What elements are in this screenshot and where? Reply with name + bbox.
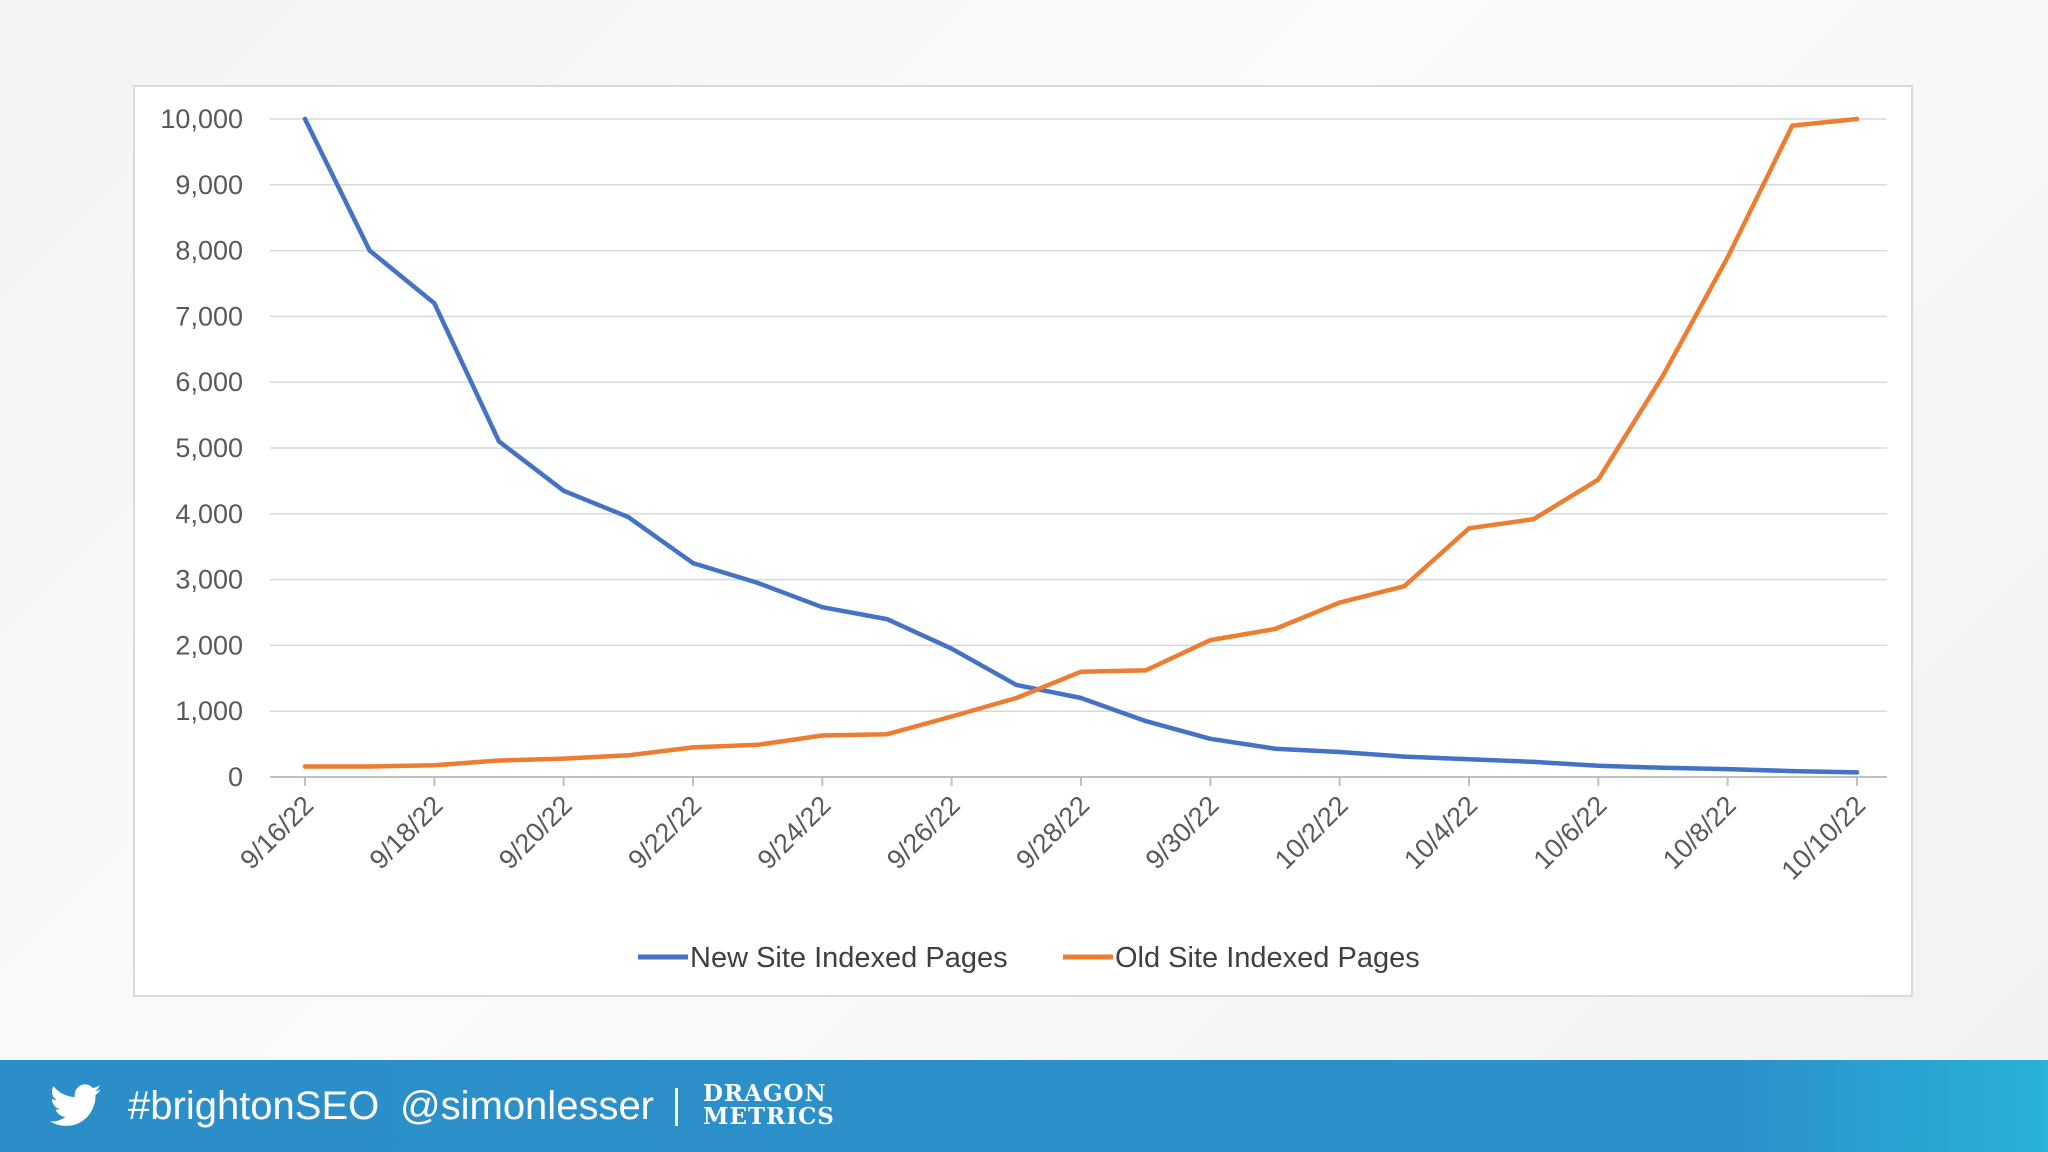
data-point <box>496 439 502 444</box>
data-point <box>1660 373 1666 378</box>
data-point <box>367 764 372 769</box>
x-tick-label: 9/26/22 <box>881 790 966 875</box>
footer-bar: #brightonSEO @simonlesser DRAGON METRICS <box>0 1060 2048 1152</box>
x-tick-label: 10/2/22 <box>1269 790 1354 875</box>
logo-line-2: METRICS <box>703 1103 835 1130</box>
chart-card: 0 1,000 2,000 3,000 4,000 5,000 6,000 7,000 8,00… <box>133 85 1913 997</box>
x-tick-label: 10/6/22 <box>1528 790 1613 875</box>
twitter-handle[interactable]: @simonlesser <box>400 1084 655 1128</box>
data-point <box>1272 626 1278 632</box>
data-point <box>1790 123 1795 128</box>
y-tick-label: 8,000 <box>175 236 243 266</box>
data-point <box>367 248 372 253</box>
y-tick-label: 4,000 <box>175 499 243 529</box>
data-point <box>1466 526 1472 531</box>
y-tick-label: 0 <box>228 762 243 792</box>
data-point <box>1078 669 1084 674</box>
data-point <box>1790 768 1795 774</box>
data-point <box>432 762 437 768</box>
data-point <box>1014 695 1019 701</box>
data-point <box>1272 746 1278 751</box>
data-point <box>1143 668 1148 673</box>
y-tick-label: 10,000 <box>160 104 243 134</box>
x-tick-label: 9/22/22 <box>622 790 707 875</box>
data-point <box>755 742 760 747</box>
twitter-bird-icon[interactable] <box>50 1084 102 1128</box>
x-tick-label: 9/16/22 <box>234 790 319 875</box>
data-point <box>561 488 566 493</box>
legend-label: Old Site Indexed Pages <box>1115 942 1420 974</box>
data-point <box>949 646 954 651</box>
y-tick-label: 3,000 <box>175 565 243 595</box>
data-point <box>755 580 760 586</box>
data-point <box>1531 516 1536 522</box>
data-point <box>1531 759 1536 765</box>
data-point <box>1466 757 1472 762</box>
footer-divider <box>675 1088 678 1126</box>
data-point <box>626 753 631 758</box>
y-tick-label: 7,000 <box>175 301 243 331</box>
data-point <box>302 764 308 769</box>
line-chart: 0 1,000 2,000 3,000 4,000 5,000 6,000 7,000 8,00… <box>160 104 1887 974</box>
x-tick-label: 9/24/22 <box>752 790 837 875</box>
data-point <box>1078 695 1084 701</box>
x-tick-label: 9/18/22 <box>364 790 449 875</box>
data-point <box>1854 116 1860 122</box>
x-tick-label: 9/20/22 <box>493 790 578 875</box>
hashtag-text: #brightonSEO <box>128 1084 380 1128</box>
data-point <box>1402 754 1407 759</box>
data-point <box>561 756 566 761</box>
y-tick-label: 6,000 <box>175 367 243 397</box>
data-point <box>884 616 890 622</box>
y-tick-label: 5,000 <box>175 433 243 463</box>
data-point <box>1143 718 1148 724</box>
data-point <box>1596 477 1601 482</box>
y-tick-label: 2,000 <box>175 630 243 660</box>
y-tick-label: 1,000 <box>175 696 243 726</box>
x-tick-label: 9/30/22 <box>1140 790 1225 875</box>
data-point <box>302 116 308 122</box>
x-tick-label: 10/10/22 <box>1776 790 1872 886</box>
data-point <box>496 758 502 763</box>
data-point <box>1725 766 1730 772</box>
data-point <box>1208 736 1213 742</box>
data-point <box>1660 765 1666 770</box>
y-tick-label: 9,000 <box>175 170 243 200</box>
series-line-old-site <box>302 116 1860 769</box>
data-point <box>884 732 890 737</box>
data-point <box>1854 770 1860 775</box>
data-point <box>1337 600 1342 605</box>
legend-label: New Site Indexed Pages <box>690 942 1008 974</box>
x-tick-label: 10/8/22 <box>1657 790 1742 875</box>
data-point <box>1208 637 1213 643</box>
data-point <box>1725 254 1730 260</box>
data-point <box>1014 682 1019 688</box>
x-tick-label: 9/28/22 <box>1010 790 1095 875</box>
data-point <box>690 745 696 750</box>
data-point <box>820 605 825 610</box>
data-point <box>1402 583 1407 589</box>
series-line-new-site <box>302 116 1860 775</box>
data-point <box>626 514 631 520</box>
data-point <box>1337 749 1342 755</box>
data-point <box>432 301 437 306</box>
logo-line-1: DRAGON <box>703 1080 827 1107</box>
dragon-metrics-logo: DRAGON METRICS <box>703 1080 835 1130</box>
data-point <box>820 733 825 738</box>
x-tick-label: 10/4/22 <box>1398 790 1483 875</box>
data-point <box>690 560 696 566</box>
data-point <box>949 714 954 719</box>
data-point <box>1596 763 1601 769</box>
